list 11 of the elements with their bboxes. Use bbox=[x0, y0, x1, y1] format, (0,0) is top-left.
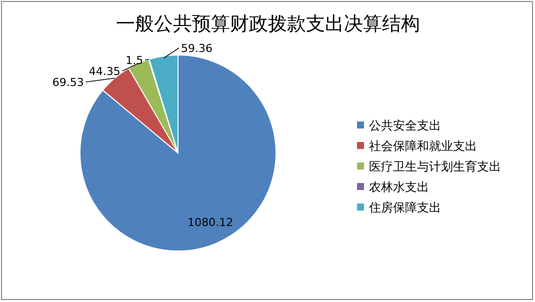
data-label: 1.5 bbox=[126, 54, 144, 67]
data-label: 69.53 bbox=[52, 76, 84, 89]
legend-label: 医疗卫生与计划生育支出 bbox=[369, 160, 501, 174]
legend-label: 住房保障支出 bbox=[368, 200, 441, 214]
data-label: 44.35 bbox=[88, 65, 120, 78]
legend-label: 公共安全支出 bbox=[369, 118, 441, 132]
chart-title: 一般公共预算财政拨款支出决算结构 bbox=[116, 13, 420, 35]
data-label: 1080.12 bbox=[188, 216, 234, 230]
legend-label: 社会保障和就业支出 bbox=[369, 139, 477, 153]
legend-label: 农林水支出 bbox=[369, 180, 429, 194]
data-label: 59.36 bbox=[181, 42, 212, 55]
